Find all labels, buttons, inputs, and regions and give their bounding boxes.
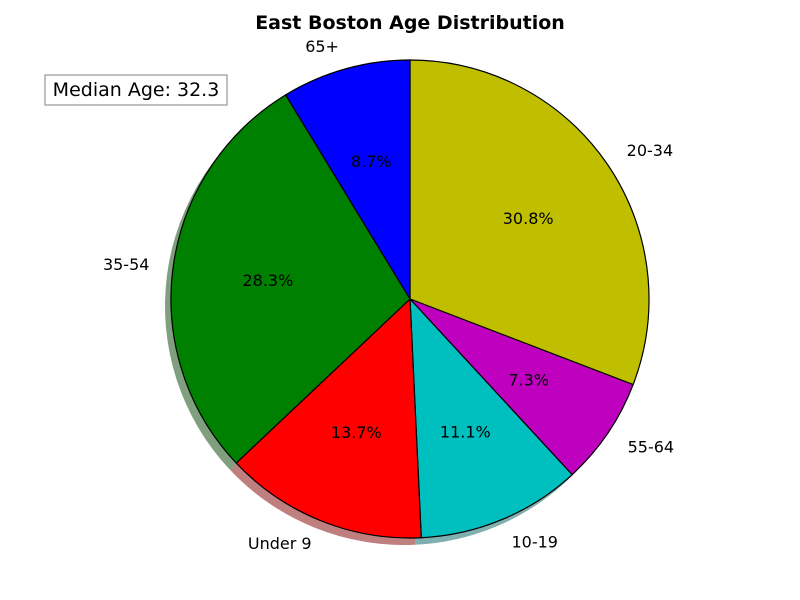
category-label-under-9: Under 9 [248, 534, 312, 553]
pct-label-55-64: 7.3% [508, 370, 549, 389]
pie-percent-labels: 30.8% 7.3% 11.1% 13.7% 28.3% 8.7% [242, 152, 553, 442]
pct-label-20-34: 30.8% [503, 209, 554, 228]
median-age-annotation: Median Age: 32.3 [44, 74, 228, 106]
category-label-10-19: 10-19 [511, 533, 558, 552]
slice-20-34 [409, 59, 650, 386]
slice-10-19 [409, 298, 573, 539]
pct-label-10-19: 11.1% [440, 422, 491, 441]
chart-title: East Boston Age Distribution [255, 12, 565, 34]
pct-label-under-9: 13.7% [331, 423, 382, 442]
category-label-55-64: 55-64 [628, 438, 675, 457]
annotation-box [44, 74, 228, 106]
slice-35-54 [170, 94, 411, 464]
pie-category-labels: 20-34 55-64 10-19 Under 9 35-54 65+ [103, 37, 674, 553]
pct-label-35-54: 28.3% [242, 271, 293, 290]
slice-65 [285, 59, 411, 300]
category-label-35-54: 35-54 [103, 255, 150, 274]
category-label-65: 65+ [305, 37, 339, 56]
category-label-20-34: 20-34 [627, 141, 674, 160]
pie-slices [170, 59, 650, 539]
slice-under-9 [235, 298, 422, 539]
annotation-text: Median Age: 32.3 [53, 79, 220, 101]
pct-label-65: 8.7% [351, 152, 392, 171]
slice-55-64 [409, 298, 634, 476]
